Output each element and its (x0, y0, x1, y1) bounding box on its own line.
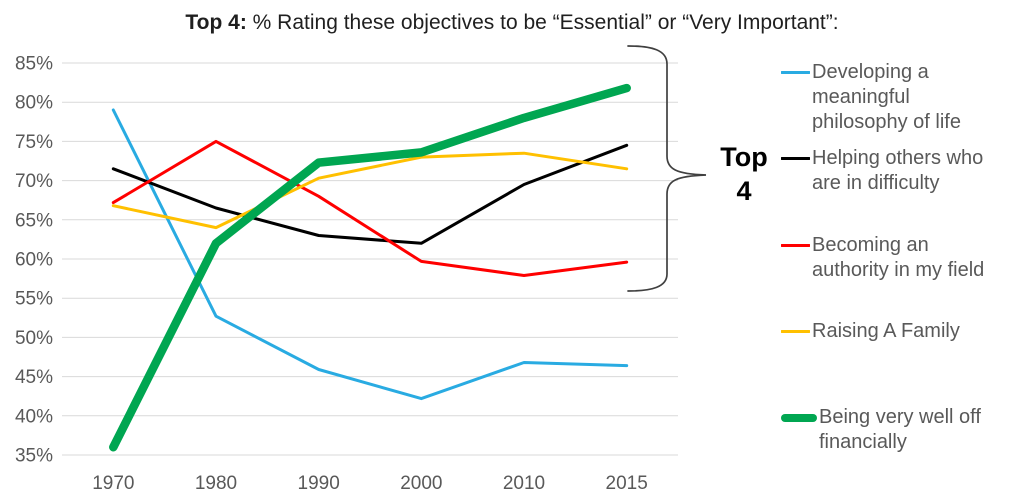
chart-title-prefix: Top 4: (185, 11, 247, 34)
legend-label-well-off-financially: Being very well off financially (819, 406, 981, 453)
y-axis-tick-label: 75% (15, 132, 53, 153)
legend-item-helping-others: Helping others who are in difficulty (781, 146, 983, 196)
x-axis-tick-label: 1970 (92, 473, 134, 494)
chart-title: Top 4: % Rating these objectives to be “… (0, 11, 1024, 35)
x-axis-tick-label: 1990 (298, 473, 340, 494)
series-line-raising-a-family (111, 151, 629, 230)
y-axis-tick-label: 80% (15, 93, 53, 114)
legend-label-philosophy-of-life: Developing a meaningful philosophy of li… (812, 61, 961, 133)
legend-item-authority-in-my-field: Becoming an authority in my field (781, 233, 984, 283)
legend-swatch-authority-in-my-field (781, 243, 810, 247)
legend: Developing a meaningful philosophy of li… (781, 0, 1024, 504)
top4-label: Top 4 (706, 140, 782, 208)
y-axis-tick-label: 55% (15, 289, 53, 310)
legend-swatch-raising-a-family (781, 329, 810, 333)
series-line-well-off-financially (109, 83, 631, 452)
series-line-helping-others (111, 143, 629, 245)
y-axis-tick-label: 85% (15, 54, 53, 75)
y-axis-tick-label: 45% (15, 367, 53, 388)
legend-item-raising-a-family: Raising A Family (781, 319, 960, 344)
legend-label-helping-others: Helping others who are in difficulty (812, 147, 984, 195)
y-axis-tick-label: 35% (15, 446, 53, 467)
top4-bracket (627, 45, 707, 292)
x-axis-tick-label: 2010 (503, 473, 545, 494)
legend-swatch-helping-others (781, 157, 810, 161)
y-axis-tick-label: 70% (15, 171, 53, 192)
x-axis-tick-label: 2015 (606, 473, 648, 494)
x-axis-tick-label: 1980 (195, 473, 237, 494)
legend-item-well-off-financially: Being very well off financially (781, 405, 981, 455)
y-axis-tick-label: 40% (15, 406, 53, 427)
legend-item-philosophy-of-life: Developing a meaningful philosophy of li… (781, 60, 961, 135)
y-axis-tick-label: 65% (15, 210, 53, 231)
legend-swatch-philosophy-of-life (781, 71, 810, 74)
top4-label-line1: Top (720, 142, 768, 172)
x-axis-tick-label: 2000 (400, 473, 442, 494)
top4-label-line2: 4 (736, 176, 752, 206)
y-axis-tick-label: 60% (15, 250, 53, 271)
legend-swatch-well-off-financially (781, 413, 817, 422)
legend-label-raising-a-family: Raising A Family (812, 319, 960, 342)
chart-title-text: % Rating these objectives to be “Essenti… (246, 11, 839, 34)
y-axis-tick-label: 50% (15, 328, 53, 349)
legend-label-authority-in-my-field: Becoming an authority in my field (812, 233, 985, 281)
series-line-authority-in-my-field (111, 139, 629, 277)
